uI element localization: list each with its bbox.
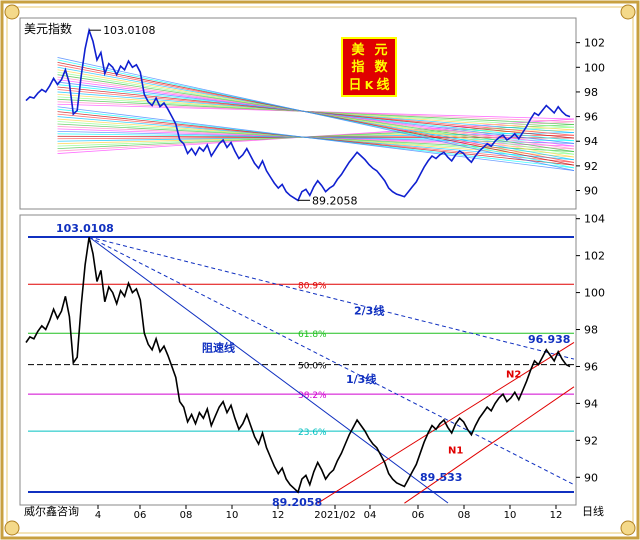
y-tick-label: 94: [584, 397, 598, 410]
high-value-label: 103.0108: [56, 222, 114, 235]
x-tick-label: 2021/02: [314, 510, 356, 521]
two-thirds-line-label: 2/3线: [354, 304, 384, 318]
y-tick-label: 90: [584, 471, 598, 484]
chip-char-3: 指: [351, 59, 364, 75]
top-chart-panel: 90 92 94 96 98 100 102 103.0108 89.2058 美元指数 美 …: [19, 17, 605, 210]
x-axis-label: 日线: [582, 504, 604, 518]
fibonacci-levels: 80.9% 61.8% 50.0% 38.2% 23.6%: [28, 235, 574, 493]
y-tick-label: 102: [584, 250, 605, 263]
fib-level-label: 38.2%: [298, 391, 327, 401]
corner-ornaments: [4, 4, 636, 536]
x-tick-label: 10: [504, 510, 517, 521]
x-axis: 4 06 08 10 12 2021/02 04 06 08 10 12: [95, 505, 563, 521]
resistance-line-label: 阻速线: [202, 341, 235, 355]
recent-high-label: 96.938: [528, 333, 570, 346]
title-chip: 美 元 指 数 日 K 线: [341, 37, 397, 97]
y-tick-label: 92: [584, 160, 598, 173]
fib-level-label: 23.6%: [298, 428, 327, 438]
y-tick-label: 92: [584, 434, 598, 447]
bottom-y-axis: 90 92 94 96 98 100 102 104: [576, 213, 605, 484]
x-tick-label: 08: [458, 510, 471, 521]
y-tick-label: 96: [584, 111, 598, 124]
x-tick-label: 10: [226, 510, 239, 521]
y-tick-label: 100: [584, 287, 605, 300]
y-tick-label: 98: [584, 86, 598, 99]
x-tick-label: 04: [364, 510, 377, 521]
x-tick-label: 4: [95, 510, 101, 521]
top-annotations: 103.0108 89.2058: [89, 24, 358, 207]
x-tick-label: 06: [134, 510, 147, 521]
high-label: 103.0108: [103, 24, 156, 37]
x-tick-label: 06: [412, 510, 425, 521]
top-plot-area: [19, 17, 577, 210]
fib-level-label: 50.0%: [298, 362, 327, 372]
panel-label: 美元指数: [24, 21, 72, 36]
chip-char-6: K: [365, 79, 374, 92]
ma-band-line: [57, 57, 575, 171]
y-tick-label: 100: [584, 61, 605, 74]
top-y-axis: 90 92 94 96 98 100 102: [576, 37, 605, 198]
bottom-price-series: [25, 237, 571, 494]
chip-char-7: 线: [376, 77, 389, 93]
bottom-annotations: 103.0108 89.2058 89.533 96.938 阻速线 2/3线 1/3线 N1…: [56, 222, 570, 509]
fib-level-label: 80.9%: [298, 281, 327, 291]
x-tick-label: 12: [550, 510, 563, 521]
chip-char-5: 日: [348, 78, 361, 93]
company-footer: 威尔鑫咨询: [24, 504, 79, 518]
y-tick-label: 96: [584, 360, 598, 373]
y-tick-label: 94: [584, 135, 598, 148]
chip-char-2: 元: [374, 43, 387, 58]
fib-level-label: 61.8%: [298, 330, 327, 340]
y-tick-label: 104: [584, 213, 605, 226]
x-tick-label: 12: [272, 510, 285, 521]
n2-label: N2: [506, 370, 521, 381]
y-tick-label: 98: [584, 324, 598, 337]
ma-band-line: [57, 106, 575, 171]
bottom-plot-area: [19, 214, 577, 506]
low-value-label: 89.2058: [272, 496, 322, 509]
chip-char-1: 美: [351, 42, 365, 58]
y-tick-label: 102: [584, 37, 605, 50]
x-tick-label: 08: [180, 510, 193, 521]
two-thirds-line: [88, 236, 575, 360]
low-label: 89.2058: [312, 194, 358, 207]
channel-lower-line: [404, 386, 575, 504]
n1-label: N1: [448, 445, 463, 456]
one-third-line-label: 1/3线: [346, 372, 376, 386]
second-low-label: 89.533: [420, 471, 462, 484]
frame-inner-border: [6, 6, 634, 534]
y-tick-label: 90: [584, 185, 598, 198]
chip-char-4: 数: [374, 59, 388, 75]
